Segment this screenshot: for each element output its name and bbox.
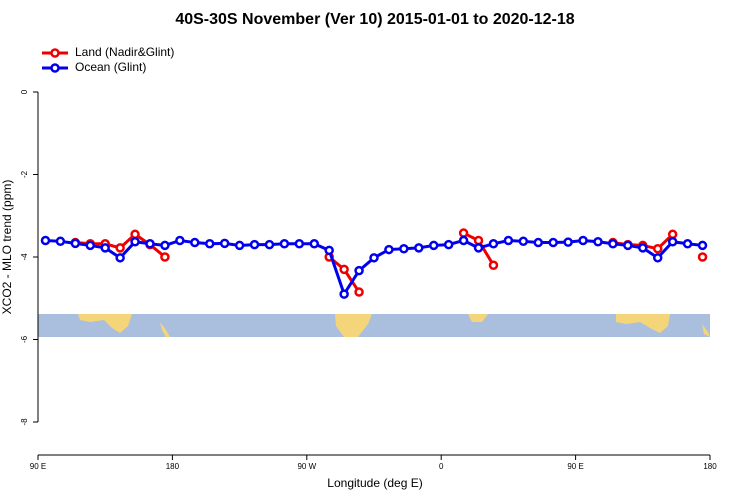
data-point xyxy=(428,240,439,251)
data-point xyxy=(518,236,529,247)
data-point xyxy=(219,238,230,249)
data-point xyxy=(249,239,260,250)
data-point xyxy=(488,260,499,270)
data-point xyxy=(473,243,484,253)
data-point xyxy=(682,239,693,249)
data-point xyxy=(40,235,51,246)
map-strip xyxy=(38,314,710,337)
data-point xyxy=(652,253,663,263)
data-point xyxy=(115,253,125,263)
data-point xyxy=(488,239,499,249)
data-point xyxy=(563,237,573,247)
data-point xyxy=(85,240,96,251)
data-point xyxy=(175,235,185,246)
x-tick-label: 90 W xyxy=(297,462,316,471)
x-tick-label: 180 xyxy=(166,462,180,471)
data-point xyxy=(369,253,379,263)
data-point xyxy=(100,243,110,253)
data-point xyxy=(533,237,544,248)
legend-label: Ocean (Glint) xyxy=(75,60,146,74)
y-tick-label: 0 xyxy=(20,89,29,94)
chart-title: 40S-30S November (Ver 10) 2015-01-01 to … xyxy=(175,11,574,28)
data-point xyxy=(384,244,394,255)
data-point xyxy=(279,239,290,249)
data-point xyxy=(204,239,215,249)
y-tick-label: -8 xyxy=(20,418,29,426)
data-point xyxy=(234,240,245,251)
data-point xyxy=(623,240,633,251)
data-point xyxy=(294,239,305,249)
data-point xyxy=(608,239,618,249)
data-point xyxy=(667,229,678,240)
y-tick-label: -6 xyxy=(20,335,29,343)
data-point xyxy=(354,265,364,276)
data-point xyxy=(309,239,320,249)
data-point xyxy=(697,252,708,262)
data-point xyxy=(160,252,170,262)
data-point xyxy=(70,238,81,249)
legend-label: Land (Nadir&Glint) xyxy=(75,45,174,59)
data-point xyxy=(638,243,648,253)
data-point xyxy=(443,239,454,250)
data-point xyxy=(354,287,364,297)
data-point xyxy=(458,235,469,246)
data-point xyxy=(697,240,708,251)
data-point xyxy=(578,235,588,246)
data-point xyxy=(473,235,484,246)
legend-marker xyxy=(50,48,60,58)
data-point xyxy=(130,229,140,240)
y-tick-label: -4 xyxy=(20,253,29,261)
data-point xyxy=(399,243,409,254)
legend-marker xyxy=(50,63,60,73)
x-axis-label: Longitude (deg E) xyxy=(327,476,422,490)
series-line xyxy=(45,238,703,298)
y-tick-label: -2 xyxy=(20,170,29,178)
data-point xyxy=(458,228,469,238)
data-point xyxy=(339,264,349,275)
y-axis-label: XCO2 - MLO trend (ppm) xyxy=(0,180,14,315)
data-point xyxy=(324,245,334,256)
data-point xyxy=(548,237,558,248)
data-point xyxy=(55,236,66,247)
data-point xyxy=(503,235,514,246)
data-point xyxy=(667,236,678,247)
x-tick-label: 180 xyxy=(703,462,717,471)
data-point xyxy=(160,240,170,251)
data-point xyxy=(130,236,140,247)
x-tick-label: 90 E xyxy=(567,462,583,471)
data-point xyxy=(593,236,603,247)
data-point xyxy=(339,289,349,299)
data-point xyxy=(414,243,424,253)
data-point xyxy=(190,237,200,248)
x-tick-label: 0 xyxy=(439,462,444,471)
data-point xyxy=(652,243,663,254)
data-point xyxy=(115,243,125,253)
data-point xyxy=(264,239,275,250)
data-point xyxy=(145,239,155,249)
x-tick-label: 90 E xyxy=(30,462,46,471)
